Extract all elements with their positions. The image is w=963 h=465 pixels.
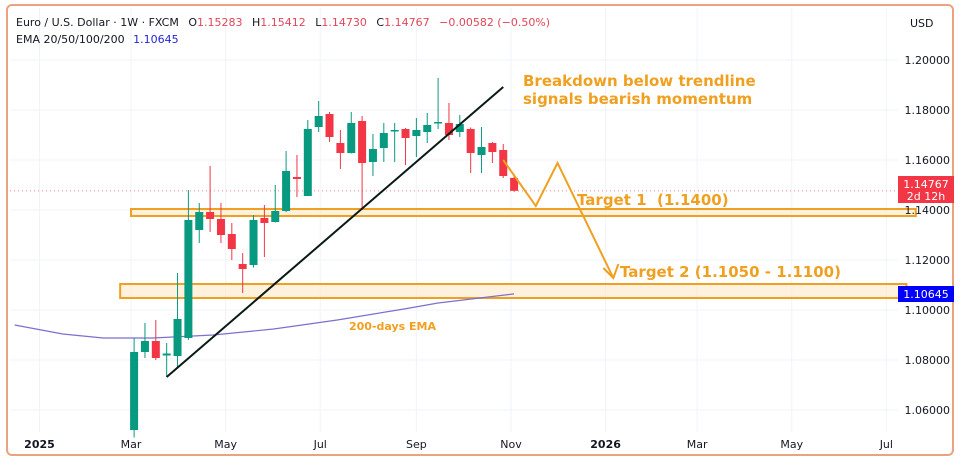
time-tick-label: Mar [687, 438, 708, 451]
chart-frame [6, 4, 954, 456]
ema-label: 200-days EMA [349, 320, 436, 333]
close-label: C [376, 16, 385, 29]
price-tick-label: 1.18000 [905, 104, 951, 117]
grid [10, 8, 898, 432]
candle-body [314, 116, 323, 127]
target-2-label: Target 2 (1.1050 - 1.1100) [620, 263, 841, 281]
candle-body [401, 129, 410, 138]
annotations: Breakdown below trendline signals bearis… [349, 72, 841, 333]
time-tick-label: 2025 [24, 438, 55, 451]
trendline-segment [166, 86, 504, 378]
ema-legend-label: EMA 20/50/100/200 [16, 33, 125, 46]
time-tick-label: Nov [500, 438, 522, 451]
headline-line-2: signals bearish momentum [523, 90, 752, 108]
price-tick-label: 1.08000 [905, 354, 951, 367]
candle-body [347, 123, 356, 153]
candle-body [412, 130, 421, 136]
candle-body [260, 218, 269, 223]
candle-body [379, 133, 388, 148]
ema-200-line [14, 293, 515, 339]
change-value: −0.00582 (−0.50%) [439, 16, 551, 29]
candle-body [434, 122, 443, 124]
candle-body [271, 211, 280, 222]
candle-body [216, 219, 225, 235]
candle-body [195, 212, 204, 230]
last-price-tag [898, 176, 954, 203]
candle-body [238, 264, 247, 269]
high-value: 1.15412 [260, 16, 306, 29]
candle-body [510, 177, 519, 191]
last-price-value: 1.14767 [903, 178, 949, 191]
time-tick-label: May [780, 438, 803, 451]
price-tick-label: 1.16000 [905, 154, 951, 167]
currency-label: USD [910, 17, 934, 30]
candle-body [249, 220, 258, 265]
headline-line-1: Breakdown below trendline [523, 72, 756, 90]
candle-body [423, 125, 432, 132]
candle-body [466, 129, 475, 153]
time-axis: 2025 Mar May Jul Sep Nov 2026 Mar May Jul [24, 438, 893, 451]
candle-body [455, 124, 464, 132]
price-tick-label: 1.10000 [905, 304, 951, 317]
candle-body [206, 212, 215, 219]
ema-legend[interactable]: EMA 20/50/100/200 1.10645 [16, 33, 179, 46]
symbol-legend: Euro / U.S. Dollar · 1W · FXCM O1.15283 … [16, 16, 550, 29]
candle-body [303, 129, 312, 196]
trendline [166, 86, 504, 378]
time-tick-label: 2026 [590, 438, 621, 451]
symbol-name: Euro / U.S. Dollar · 1W · FXCM [16, 16, 179, 29]
ema-legend-value: 1.10645 [133, 33, 179, 46]
candle-body [173, 319, 182, 356]
candle-body [499, 150, 508, 176]
open-value: 1.15283 [197, 16, 243, 29]
candle-body [444, 123, 453, 135]
open-label: O [188, 16, 197, 29]
projection-polyline [502, 159, 615, 279]
target-1-label: Target 1 (1.1400) [577, 191, 729, 209]
target-zone-1 [130, 208, 917, 217]
candles [130, 78, 519, 438]
high-label: H [252, 16, 261, 29]
close-value: 1.14767 [384, 16, 430, 29]
projection-path [502, 159, 620, 280]
candle-body [282, 171, 291, 211]
candle-body [162, 353, 171, 356]
candle-body [325, 114, 334, 137]
price-tick-label: 1.06000 [905, 404, 951, 417]
candle-body [488, 143, 497, 152]
candle-body [130, 352, 139, 430]
price-axis: 1.20000 1.18000 1.16000 1.14000 1.12000 1.100… [905, 54, 951, 417]
candle-body [140, 341, 149, 352]
time-tick-label: May [214, 438, 237, 451]
candle-body [368, 149, 377, 162]
candle-body [292, 177, 301, 179]
target-zone-2 [119, 283, 908, 299]
candle-body [358, 121, 367, 163]
candle-body [477, 147, 486, 155]
ema-200-polyline [14, 293, 515, 339]
bar-countdown: 2d 12h [907, 190, 945, 203]
candle-body [336, 143, 345, 153]
time-tick-label: Sep [406, 438, 427, 451]
price-tick-label: 1.20000 [905, 54, 951, 67]
time-tick-label: Mar [121, 438, 142, 451]
candle-body [227, 234, 236, 249]
price-tick-label: 1.12000 [905, 254, 951, 267]
candle-body [151, 341, 160, 358]
price-tags: 1.14767 2d 12h 1.10645 [898, 176, 954, 302]
time-tick-label: Jul [313, 438, 327, 451]
ema-price-tag [898, 286, 954, 302]
candle-body [390, 130, 399, 132]
ema-price-value: 1.10645 [903, 288, 949, 301]
target-zones [119, 208, 917, 299]
projection-arrowhead-icon [602, 263, 620, 280]
candle-body [184, 220, 193, 338]
low-value: 1.14730 [321, 16, 367, 29]
price-tick-label: 1.14000 [905, 204, 951, 217]
time-tick-label: Jul [879, 438, 893, 451]
low-label: L [315, 16, 322, 29]
